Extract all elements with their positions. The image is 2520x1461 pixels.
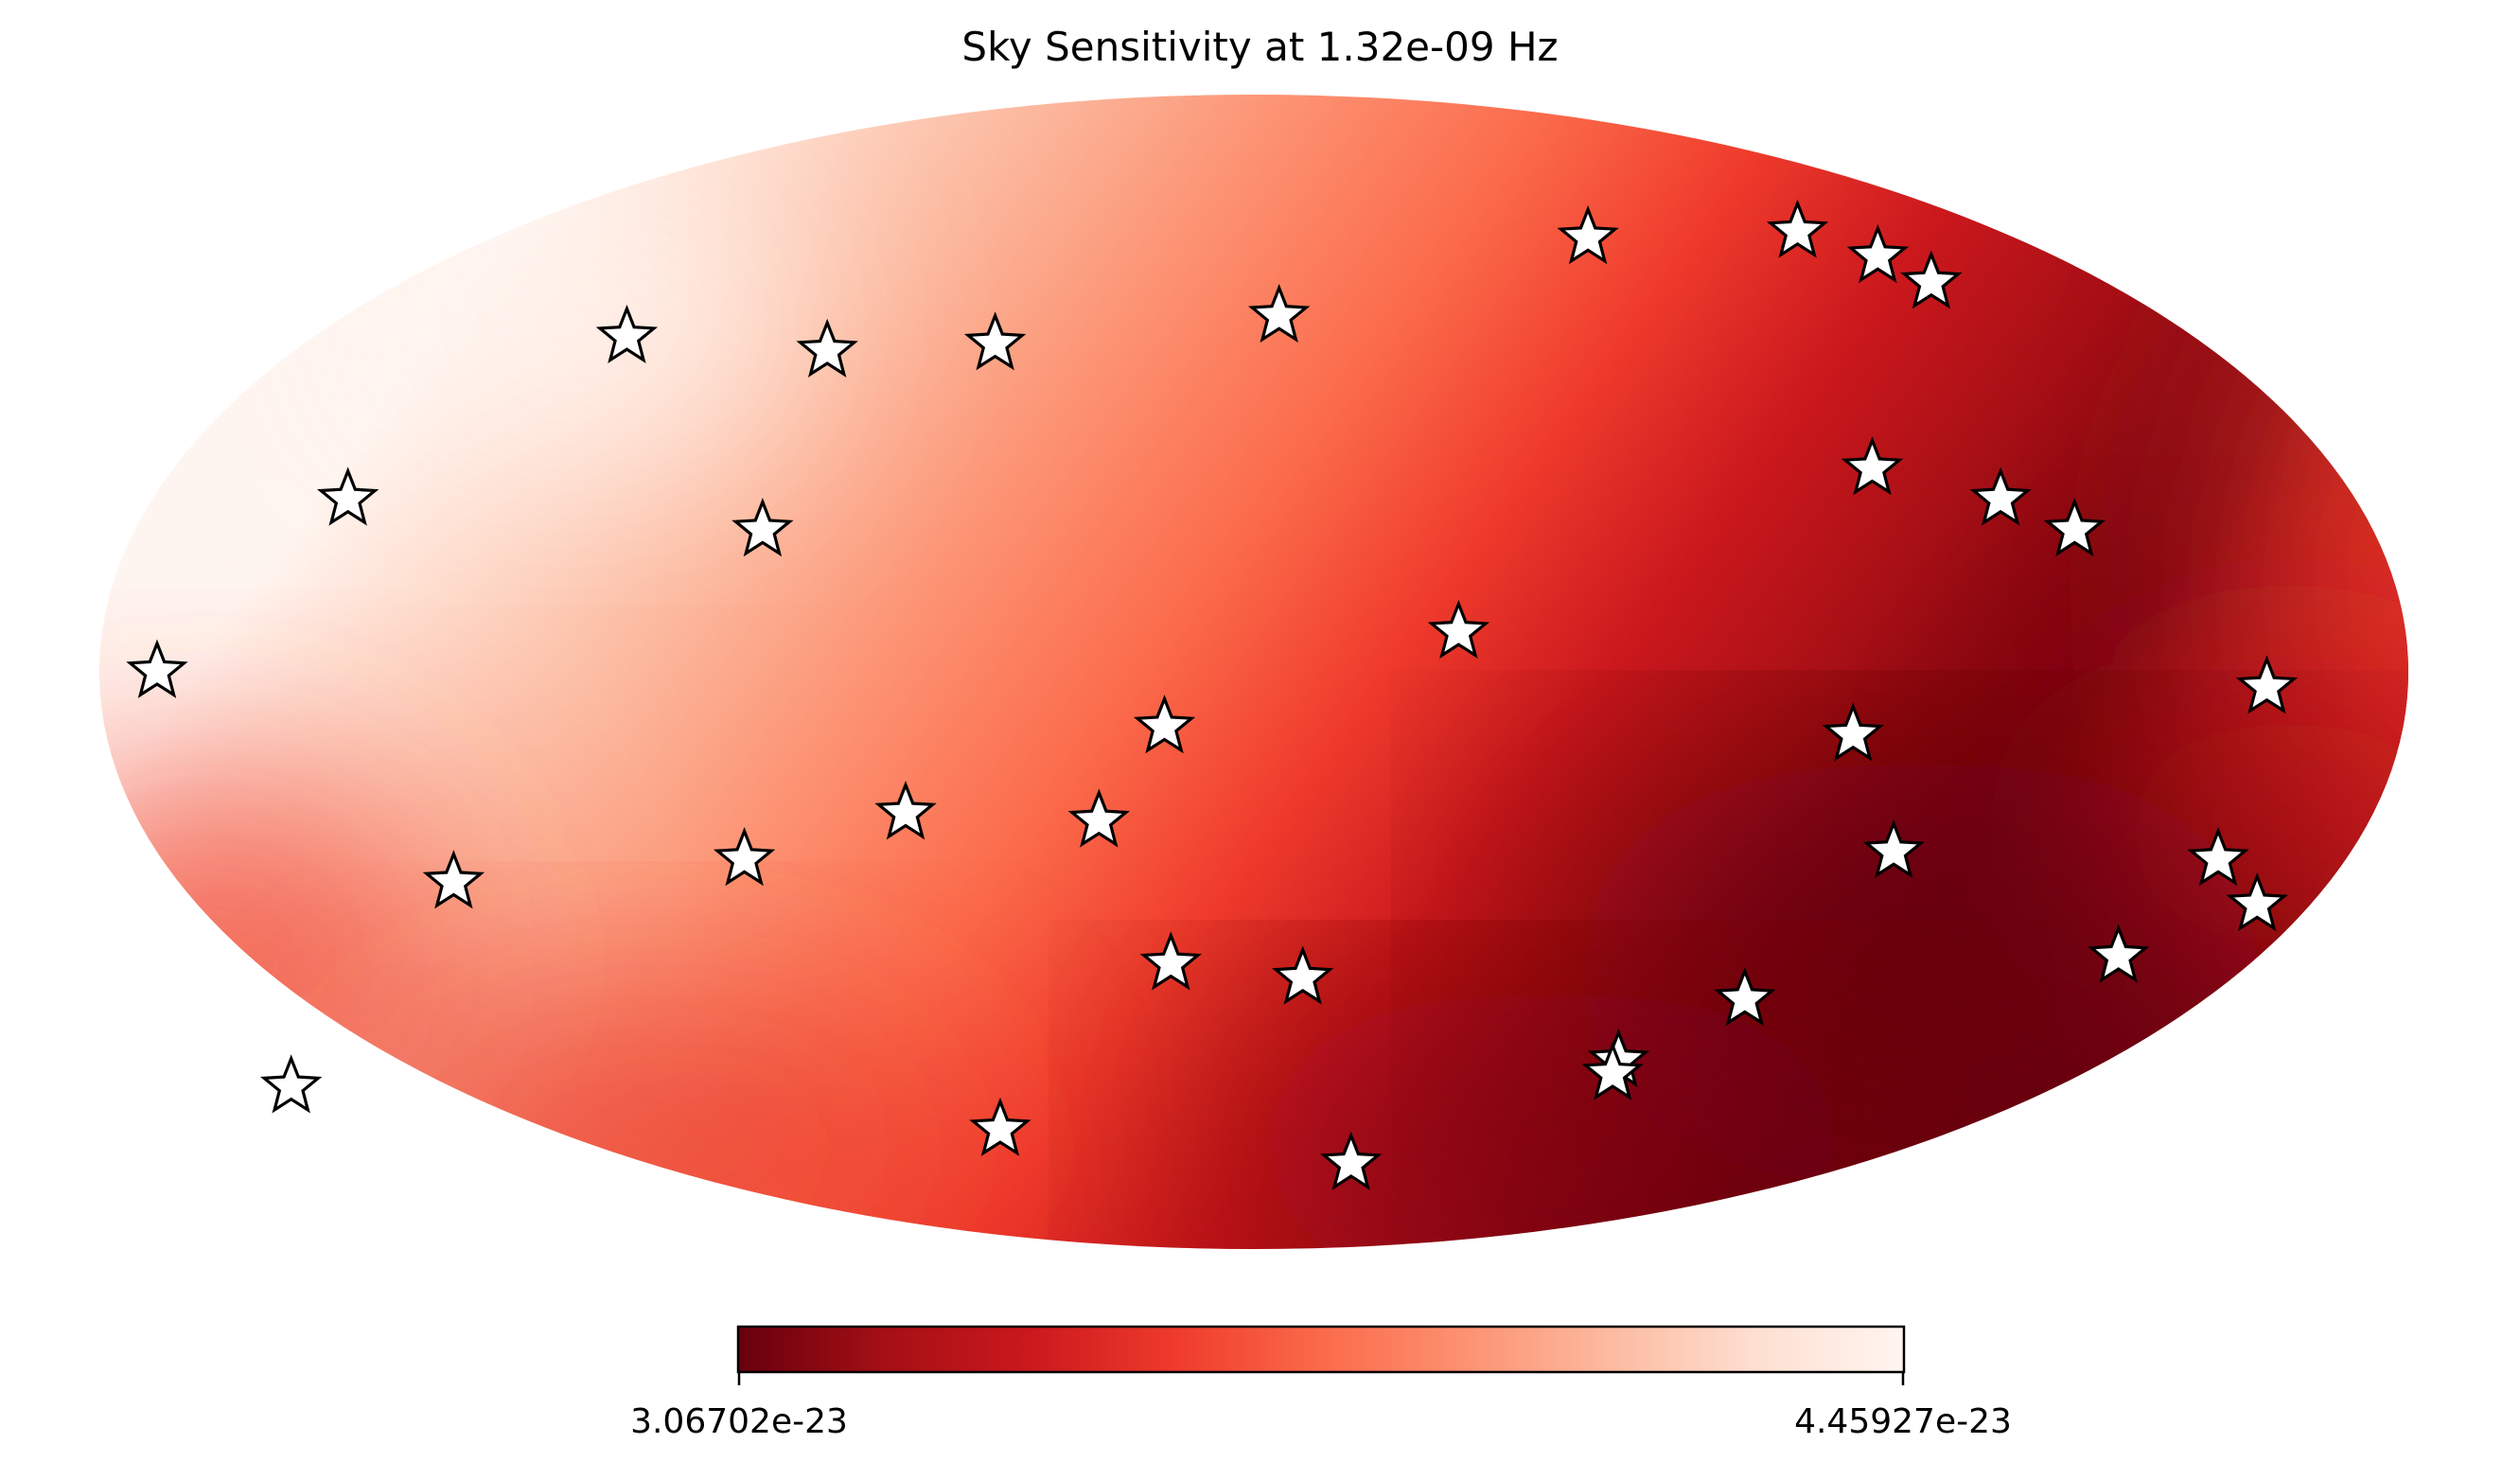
star-marker — [1139, 931, 1203, 991]
star-marker — [2088, 924, 2150, 983]
star-marker — [1271, 945, 1334, 1005]
star-marker — [969, 1097, 1031, 1156]
star-marker — [2187, 827, 2249, 887]
star-marker — [1581, 1041, 1644, 1100]
star-marker — [731, 498, 794, 557]
star-marker — [1427, 599, 1490, 660]
star-marker — [1557, 205, 1619, 265]
marker-layer — [126, 199, 2299, 1190]
star-marker — [1822, 702, 1884, 762]
star-marker — [874, 781, 937, 840]
star-marker — [1133, 695, 1196, 754]
star-marker — [796, 318, 858, 378]
star-marker — [713, 827, 776, 887]
star-marker — [259, 1054, 323, 1114]
star-marker — [1320, 1131, 1383, 1190]
star-marker — [2043, 498, 2106, 557]
star-marker — [1969, 466, 2032, 526]
star-marker — [1900, 250, 1963, 309]
star-marker — [422, 850, 485, 909]
star-marker — [1862, 819, 1925, 879]
star-marker — [1714, 967, 1776, 1027]
star-marker — [1248, 283, 1311, 343]
star-marker — [2235, 655, 2299, 714]
star-marker — [1067, 788, 1131, 848]
star-marker — [963, 311, 1027, 371]
star-marker — [2226, 872, 2288, 932]
star-marker — [316, 466, 379, 526]
colorbar-max-label: 4.45927e-23 — [1794, 1402, 2012, 1441]
colorbar — [736, 1325, 1906, 1374]
star-marker — [595, 304, 659, 364]
star-marker — [1766, 199, 1829, 258]
star-marker — [1841, 436, 1904, 496]
star-marker — [1846, 223, 1910, 284]
colorbar-min-label: 3.06702e-23 — [630, 1402, 848, 1441]
star-marker — [126, 639, 188, 698]
chart-title: Sky Sensitivity at 1.32e-09 Hz — [961, 24, 1559, 70]
